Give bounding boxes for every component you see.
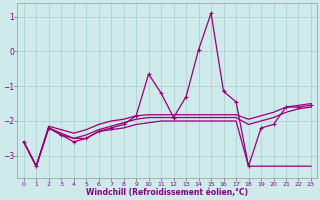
X-axis label: Windchill (Refroidissement éolien,°C): Windchill (Refroidissement éolien,°C) — [86, 188, 248, 197]
